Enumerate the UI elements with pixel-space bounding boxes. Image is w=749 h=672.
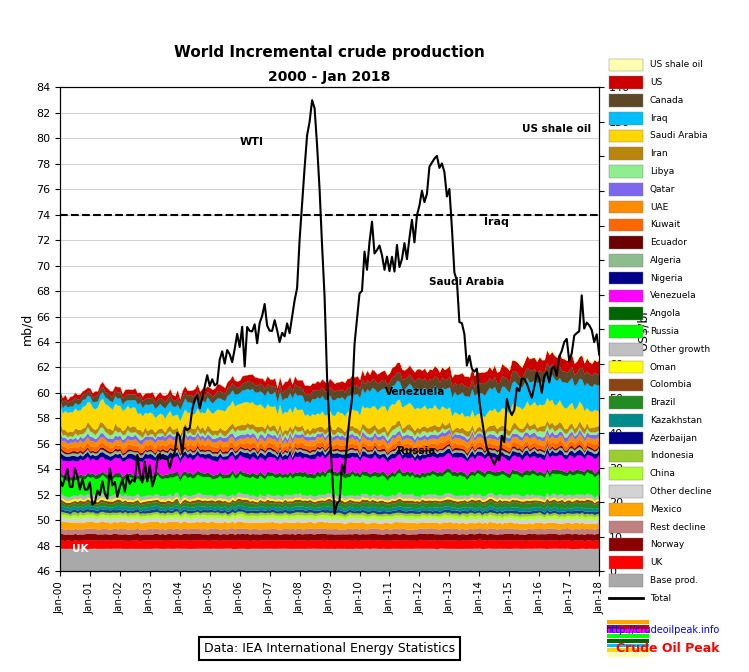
Text: Mexico: Mexico	[650, 505, 682, 514]
Text: UAE: UAE	[650, 202, 668, 212]
Text: Total: Total	[650, 593, 671, 603]
Text: Indonesia: Indonesia	[650, 452, 694, 460]
FancyBboxPatch shape	[610, 165, 643, 178]
Text: Venezuela: Venezuela	[384, 388, 445, 398]
FancyBboxPatch shape	[610, 112, 643, 124]
FancyBboxPatch shape	[610, 290, 643, 302]
FancyBboxPatch shape	[610, 521, 643, 534]
FancyBboxPatch shape	[610, 130, 643, 142]
FancyBboxPatch shape	[610, 254, 643, 267]
Text: Norway: Norway	[650, 540, 684, 549]
FancyBboxPatch shape	[610, 272, 643, 284]
Text: Data: IEA International Energy Statistics: Data: IEA International Energy Statistic…	[204, 642, 455, 655]
Text: Other decline: Other decline	[650, 487, 712, 496]
Y-axis label: mb/d: mb/d	[20, 313, 33, 345]
Text: Oman: Oman	[650, 363, 677, 372]
FancyBboxPatch shape	[610, 325, 643, 338]
Text: Libya: Libya	[650, 167, 674, 176]
FancyBboxPatch shape	[610, 574, 643, 587]
Bar	[607, 625, 649, 628]
FancyBboxPatch shape	[610, 538, 643, 551]
Text: 2000 - Jan 2018: 2000 - Jan 2018	[268, 70, 391, 84]
Bar	[607, 634, 649, 638]
Bar	[607, 620, 649, 624]
Text: http://crudeoilpeak.info: http://crudeoilpeak.info	[604, 625, 719, 635]
Text: UK: UK	[650, 558, 662, 567]
Bar	[607, 653, 649, 657]
Text: US: US	[650, 78, 662, 87]
Bar	[607, 630, 649, 633]
Text: Qatar: Qatar	[650, 185, 675, 194]
Text: WTI: WTI	[240, 136, 264, 146]
FancyBboxPatch shape	[610, 468, 643, 480]
Text: Algeria: Algeria	[650, 256, 682, 265]
Text: Colombia: Colombia	[650, 380, 692, 389]
Text: Kazakhstan: Kazakhstan	[650, 416, 702, 425]
Text: Ecuador: Ecuador	[650, 238, 687, 247]
Text: China: China	[650, 469, 676, 478]
Text: Angola: Angola	[650, 309, 681, 319]
FancyBboxPatch shape	[610, 307, 643, 320]
Text: Russia: Russia	[650, 327, 679, 336]
Bar	[607, 639, 649, 642]
Text: Russia: Russia	[397, 446, 435, 456]
Text: Venezuela: Venezuela	[650, 292, 697, 300]
FancyBboxPatch shape	[610, 183, 643, 196]
Text: Crude Oil Peak: Crude Oil Peak	[616, 642, 719, 655]
Y-axis label: US$/bl: US$/bl	[637, 309, 650, 349]
Text: Other growth: Other growth	[650, 345, 710, 353]
Text: Canada: Canada	[650, 96, 684, 105]
FancyBboxPatch shape	[610, 77, 643, 89]
Bar	[607, 648, 649, 652]
Bar	[607, 644, 649, 647]
FancyBboxPatch shape	[610, 218, 643, 231]
FancyBboxPatch shape	[610, 58, 643, 71]
FancyBboxPatch shape	[610, 503, 643, 515]
FancyBboxPatch shape	[610, 94, 643, 107]
FancyBboxPatch shape	[610, 343, 643, 355]
FancyBboxPatch shape	[610, 201, 643, 214]
FancyBboxPatch shape	[610, 432, 643, 444]
FancyBboxPatch shape	[610, 485, 643, 498]
Text: Iran: Iran	[650, 149, 667, 158]
Text: Rest decline: Rest decline	[650, 523, 706, 532]
Text: Iraq: Iraq	[650, 114, 667, 123]
Text: Base prod.: Base prod.	[650, 576, 698, 585]
Text: Brazil: Brazil	[650, 398, 675, 407]
Text: US shale oil: US shale oil	[650, 60, 703, 69]
FancyBboxPatch shape	[610, 147, 643, 160]
Text: UK: UK	[73, 544, 89, 554]
FancyBboxPatch shape	[610, 361, 643, 374]
FancyBboxPatch shape	[610, 556, 643, 569]
Text: World Incremental crude production: World Incremental crude production	[174, 46, 485, 60]
FancyBboxPatch shape	[610, 414, 643, 427]
Text: US shale oil: US shale oil	[522, 124, 591, 134]
Text: Nigeria: Nigeria	[650, 274, 682, 283]
Text: Azerbaijan: Azerbaijan	[650, 433, 698, 443]
Text: Saudi Arabia: Saudi Arabia	[650, 132, 707, 140]
Text: Kuwait: Kuwait	[650, 220, 680, 229]
FancyBboxPatch shape	[610, 396, 643, 409]
FancyBboxPatch shape	[610, 450, 643, 462]
FancyBboxPatch shape	[610, 378, 643, 391]
Text: Iraq: Iraq	[485, 217, 509, 227]
FancyBboxPatch shape	[610, 237, 643, 249]
Text: Saudi Arabia: Saudi Arabia	[429, 277, 505, 287]
